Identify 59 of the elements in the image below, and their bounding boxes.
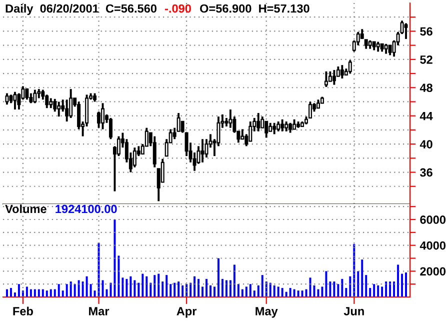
candlestick (272, 122, 276, 136)
annotation: O=56.900 H=57.130 (200, 4, 310, 13)
candlestick (248, 120, 252, 142)
y-tick-label: 36 (420, 168, 432, 177)
y-tick-label: 44 (420, 112, 433, 120)
y-tick-label: 6000 (420, 216, 446, 224)
x-tick-label: Feb (13, 306, 33, 316)
candlestick (292, 118, 296, 130)
candlestick (65, 98, 69, 122)
candlestick (152, 135, 156, 168)
y-tick-label: 2000 (420, 267, 446, 276)
x-tick-label: Apr (176, 307, 197, 318)
candlestick (340, 64, 344, 80)
candlestick (97, 110, 101, 129)
candlestick (132, 146, 136, 168)
candlestick (69, 88, 73, 119)
candlestick (53, 98, 57, 113)
candlestick (228, 108, 232, 129)
y-tick-label: 48 (420, 84, 432, 92)
candlestick (276, 120, 280, 132)
candlestick (384, 42, 388, 55)
candlestick (324, 70, 328, 88)
candlestick (388, 44, 392, 56)
candlestick (45, 94, 49, 110)
candlestick (256, 112, 260, 132)
candlestick (348, 59, 352, 74)
candlestick (49, 97, 53, 110)
x-tick-label: Jun (344, 307, 364, 316)
candlestick (360, 28, 364, 40)
candlestick (101, 102, 105, 130)
y-tick-label: 40 (420, 140, 432, 148)
x-tick-label: May (256, 307, 278, 318)
candlestick (240, 128, 244, 140)
candlestick (332, 69, 336, 86)
candlestick (364, 38, 368, 50)
candlestick (5, 92, 9, 106)
x-tick-label: Mar (89, 307, 110, 316)
candlestick (204, 138, 208, 158)
candlestick (108, 116, 112, 140)
candlestick (13, 90, 17, 110)
bar (206, 278, 208, 297)
candlestick (376, 40, 380, 53)
y-tick-label: 56 (420, 27, 432, 36)
candlestick (57, 100, 61, 118)
candlestick (404, 22, 408, 40)
chart-title: Daily 06/20/2001 C=56.560 (6, 4, 156, 16)
candlestick (37, 88, 41, 100)
chart-title: Volume (5, 204, 46, 214)
y-tick-label: 4000 (420, 241, 446, 250)
candlestick (264, 120, 268, 139)
candlestick (280, 118, 284, 132)
annotation: -.090 (164, 4, 191, 13)
candlestick (29, 92, 33, 104)
annotation: 1924100.00 (56, 204, 117, 214)
candlestick (200, 138, 204, 164)
candlestick (284, 120, 288, 132)
candlestick (33, 88, 37, 104)
y-tick-label: 52 (420, 55, 432, 64)
candlestick (288, 122, 292, 134)
